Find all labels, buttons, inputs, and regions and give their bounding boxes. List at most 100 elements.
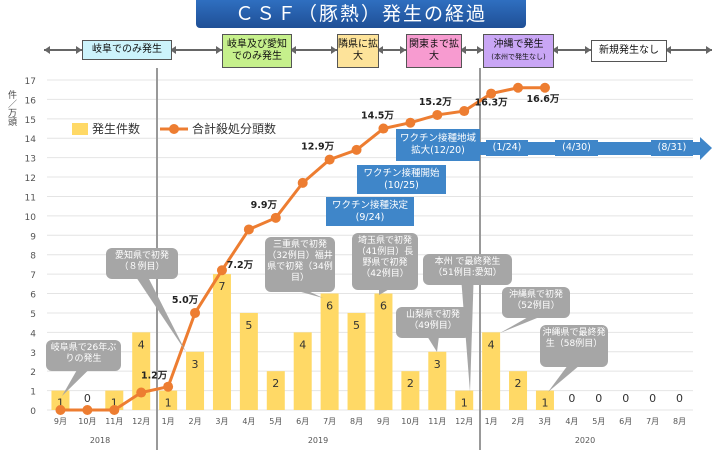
- bar: [293, 332, 312, 410]
- bar-data-label: 6: [326, 300, 333, 313]
- y-tick-label: 1: [30, 388, 36, 398]
- bar-data-label: 2: [272, 377, 279, 390]
- line-point: [136, 387, 147, 398]
- bar: [482, 332, 501, 410]
- legend-bar: 発生件数: [72, 120, 140, 137]
- bar: [401, 371, 420, 410]
- phase-label: 岐阜及び愛知でのみ発生: [227, 39, 287, 62]
- callout-pointer: [500, 316, 542, 333]
- x-tick-label: 12月: [132, 417, 150, 426]
- legend-line-label: 合計殺処分頭数: [192, 122, 277, 136]
- x-tick-label: 2月: [188, 417, 201, 426]
- phase-box-2: 隣県に拡大: [337, 34, 379, 68]
- line-point: [270, 212, 281, 223]
- bar-data-label: 1: [57, 397, 64, 410]
- legend-bar-swatch: [72, 122, 88, 135]
- phase-box-1: 岐阜及び愛知でのみ発生: [222, 34, 292, 68]
- x-tick-label: 8月: [350, 417, 363, 426]
- phase-timeline: [44, 46, 712, 54]
- bar-data-label: 0: [84, 392, 91, 405]
- legend-line-swatch: [160, 123, 188, 134]
- bar-data-label: 4: [488, 338, 495, 351]
- bar-data-label: 5: [245, 319, 252, 332]
- line-point: [513, 82, 524, 93]
- line-point: [324, 154, 335, 165]
- bar: [159, 390, 178, 410]
- bar: [374, 293, 393, 410]
- x-tick-label: 1月: [162, 417, 175, 426]
- x-tick-label: 4月: [565, 417, 578, 426]
- arrowhead-icon: [665, 46, 671, 54]
- bar-data-label: 0: [676, 392, 683, 405]
- bar: [428, 351, 447, 410]
- phase-sublabel: (本州で発生なし): [491, 53, 546, 61]
- x-tick-label: 1月: [485, 417, 498, 426]
- vaccine-start-date: (10/25): [384, 179, 419, 191]
- line-point: [216, 265, 227, 276]
- x-tick-label: 4月: [242, 417, 255, 426]
- bar: [535, 390, 554, 410]
- x-tick-label: 5月: [592, 417, 605, 426]
- line-point: [405, 117, 416, 128]
- y-tick-label: 13: [25, 155, 36, 165]
- vaccine-arrowhead-icon: [700, 137, 712, 160]
- legend-line: 合計殺処分頭数: [160, 120, 276, 137]
- bar-data-label: 2: [515, 377, 522, 390]
- y-tick-label: 6: [30, 291, 36, 301]
- y-tick-label: 17: [25, 77, 36, 87]
- x-tick-label: 3月: [538, 417, 551, 426]
- callout-1: 愛知県で初発（８例目）: [106, 248, 178, 279]
- x-tick-label: 6月: [619, 417, 632, 426]
- line-point: [351, 144, 362, 155]
- line-data-label: 16.6万: [526, 94, 559, 105]
- arrowhead-icon: [290, 46, 296, 54]
- line-data-label: 7.2万: [227, 260, 254, 271]
- phase-label: 新規発生なし: [599, 45, 659, 56]
- callout-pointer: [136, 277, 186, 352]
- bar-data-label: 2: [407, 377, 414, 390]
- line-point: [82, 405, 93, 415]
- line-data-label: 16.3万: [475, 98, 508, 109]
- callout-4: 本州 で最終発生（51例目:愛知）: [423, 254, 512, 285]
- callout-7: 沖縄県で最終発生（58例目）: [540, 325, 608, 367]
- x-tick-label: 5月: [269, 417, 282, 426]
- arrowhead-icon: [552, 46, 558, 54]
- callout-2: 三重県で初発（32例目）福井県で初発（34例目）: [265, 237, 335, 292]
- phase-box-5: 新規発生なし: [591, 40, 667, 62]
- line-data-label: 5.0万: [172, 295, 199, 306]
- bar-data-label: 1: [111, 397, 118, 410]
- vaccine-date-3: (8/31): [651, 140, 693, 156]
- x-tick-label: 10月: [78, 417, 96, 426]
- x-tick-label: 7月: [646, 417, 659, 426]
- callout-3: 埼玉県で初発（41例目）長野県で初発（42例目）: [352, 233, 418, 290]
- arrowhead-icon: [706, 46, 712, 54]
- bar: [212, 274, 231, 410]
- line-point: [378, 123, 389, 134]
- x-tick-label: 6月: [296, 417, 309, 426]
- line-point: [432, 109, 443, 120]
- phase-box-3: 関東まで拡大: [406, 34, 462, 68]
- arrowhead-icon: [377, 46, 383, 54]
- line-point: [190, 307, 201, 318]
- callout-5: 山梨県で初発（49例目）: [396, 307, 470, 338]
- vaccine-decision-date: (9/24): [355, 211, 385, 223]
- line-point: [459, 106, 470, 117]
- line-point: [163, 381, 174, 392]
- phase-label: 隣県に拡大: [338, 39, 378, 62]
- bar: [455, 390, 474, 410]
- arrowhead-icon: [44, 46, 50, 54]
- line-data-label: 1.2万: [141, 371, 168, 382]
- y-tick-label: 0: [30, 407, 36, 417]
- bar-data-label: 4: [138, 338, 145, 351]
- x-tick-label: 3月: [215, 417, 228, 426]
- bar: [105, 390, 124, 410]
- bar: [320, 293, 339, 410]
- x-tick-label: 2月: [511, 417, 524, 426]
- line-point: [109, 405, 120, 415]
- y-axis-label: 件／万頭: [6, 90, 16, 126]
- phase-label: 関東まで拡大: [409, 39, 459, 62]
- line-point: [486, 88, 497, 99]
- vaccine-decision-box: ワクチン接種決定 (9/24): [326, 197, 414, 226]
- bar-data-label: 5: [353, 319, 360, 332]
